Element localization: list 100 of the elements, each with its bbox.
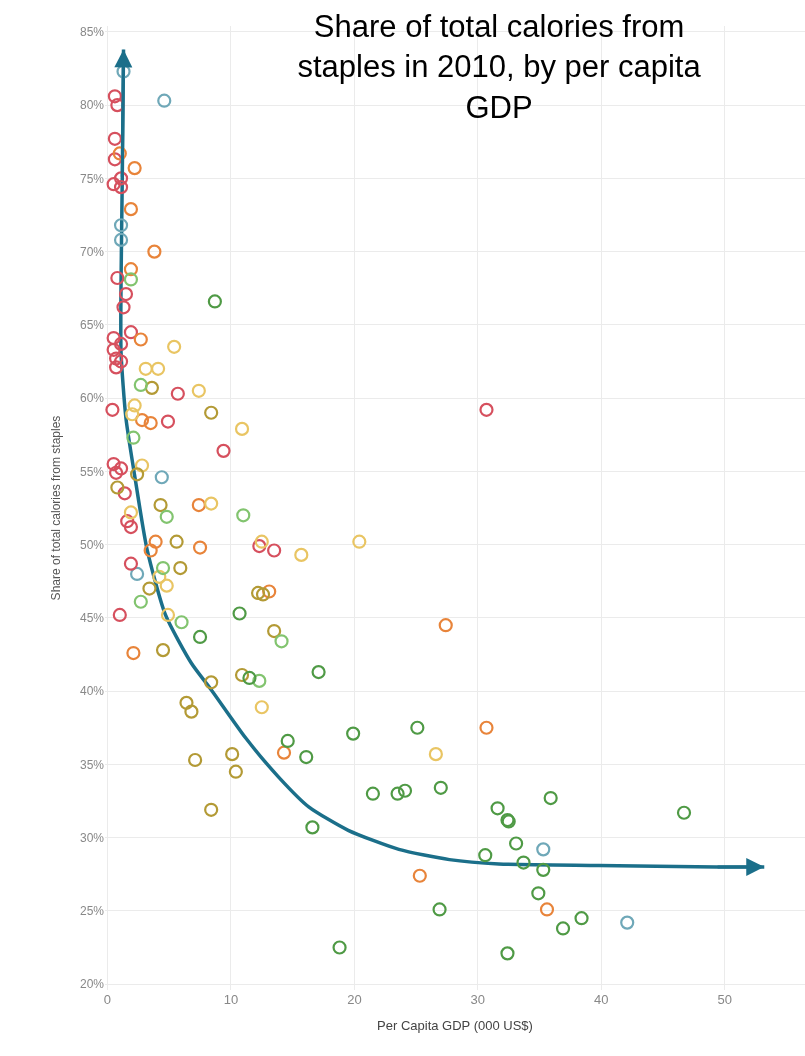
point <box>234 667 250 683</box>
point <box>117 486 132 501</box>
point <box>252 538 267 554</box>
y-tick-label: 55% <box>79 464 105 479</box>
point <box>151 361 166 376</box>
point <box>332 940 347 955</box>
y-tick-label: 75% <box>79 171 105 186</box>
point <box>252 673 267 688</box>
x-tick-label: 20 <box>347 992 362 1007</box>
point <box>126 645 141 661</box>
point <box>267 543 282 558</box>
point <box>184 704 199 719</box>
point <box>109 351 124 366</box>
point <box>127 398 142 413</box>
point <box>167 339 182 354</box>
y-tick-label: 65% <box>79 318 105 333</box>
point <box>106 177 121 192</box>
x-tick-label: 0 <box>103 992 112 1007</box>
point <box>536 842 551 857</box>
y-tick-label: 30% <box>79 830 105 845</box>
point <box>173 560 188 576</box>
point <box>490 801 505 816</box>
point <box>160 414 176 429</box>
point <box>438 618 453 633</box>
y-tick-label: 70% <box>79 244 105 259</box>
point <box>169 534 184 549</box>
point <box>170 386 185 401</box>
point <box>216 443 231 458</box>
point <box>159 509 174 524</box>
point <box>125 407 140 422</box>
point <box>311 664 326 680</box>
point <box>433 780 448 795</box>
point <box>267 623 282 639</box>
point <box>143 543 158 558</box>
point <box>155 643 171 658</box>
point <box>207 294 222 309</box>
point <box>130 566 145 582</box>
point <box>106 342 121 357</box>
point <box>159 578 174 593</box>
point <box>500 946 515 961</box>
y-tick-label: 20% <box>79 977 105 992</box>
point <box>225 747 240 762</box>
y-tick-label: 60% <box>79 391 105 406</box>
point <box>254 700 269 715</box>
point <box>113 180 129 195</box>
point <box>299 749 314 765</box>
point <box>105 402 120 417</box>
point <box>123 519 139 535</box>
y-tick-label: 25% <box>79 904 105 919</box>
point <box>106 330 121 346</box>
point <box>123 505 139 520</box>
point <box>133 594 148 609</box>
x-tick-label: 10 <box>223 992 239 1007</box>
text: Share of total calories from staples in 2010, by per capita GDP <box>297 8 702 125</box>
point <box>191 497 206 513</box>
y-axis-title: Share of total calories from staples <box>49 415 64 601</box>
point <box>543 790 558 806</box>
point <box>574 911 589 926</box>
point <box>428 747 443 762</box>
y-tick-label: 35% <box>79 757 105 772</box>
point <box>112 607 127 623</box>
point <box>236 508 251 523</box>
point <box>352 534 367 549</box>
point <box>113 461 129 476</box>
point <box>113 336 129 351</box>
point <box>144 380 160 395</box>
point <box>188 752 203 768</box>
x-axis-title: Per Capita GDP (000 US$) <box>377 1017 533 1033</box>
point <box>107 152 122 167</box>
point <box>110 480 125 495</box>
point <box>479 720 494 735</box>
point <box>116 300 131 315</box>
point <box>294 547 309 562</box>
point <box>113 171 129 186</box>
point <box>109 465 124 480</box>
point <box>143 415 158 431</box>
point <box>192 629 208 645</box>
point <box>204 496 219 511</box>
point <box>107 131 122 146</box>
point <box>133 332 148 347</box>
point <box>255 587 271 602</box>
y-tick-label: 50% <box>79 537 105 552</box>
point <box>539 902 555 917</box>
point <box>531 886 546 901</box>
point <box>254 534 269 549</box>
point <box>138 361 153 376</box>
point <box>160 607 176 623</box>
point <box>620 915 635 930</box>
y-tick-label: 40% <box>79 684 105 699</box>
point <box>509 836 524 851</box>
point <box>204 675 219 690</box>
point <box>228 764 243 779</box>
point <box>133 377 148 393</box>
point <box>412 868 427 883</box>
point <box>204 405 219 420</box>
point <box>346 726 361 741</box>
point <box>110 270 125 286</box>
point <box>232 606 247 621</box>
point <box>157 93 172 108</box>
point <box>134 413 150 428</box>
